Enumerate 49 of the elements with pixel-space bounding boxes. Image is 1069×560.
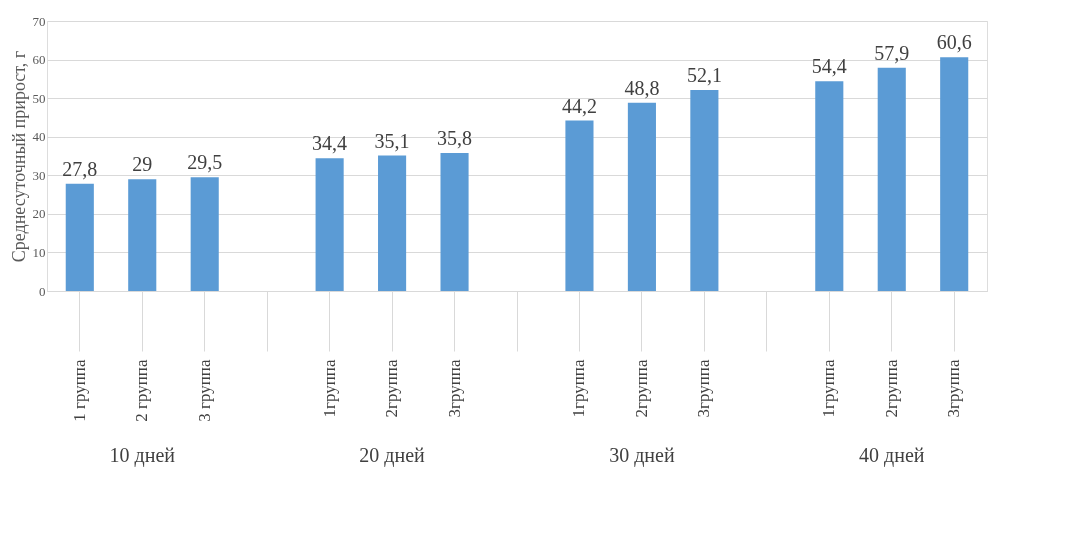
x-tick-label: 1группа — [569, 359, 589, 418]
text: 10 дней — [109, 444, 176, 467]
x-tick-label: 2группа — [631, 359, 651, 418]
x-tick-label: 3группа — [444, 359, 464, 418]
data-label: 29 — [132, 153, 153, 176]
y-tick-label: 50 — [32, 90, 46, 106]
bar — [565, 120, 594, 291]
data-label: 35,8 — [437, 126, 473, 149]
x-tick-label: 1 группа — [69, 359, 89, 422]
y-tick-label: 10 — [32, 244, 46, 260]
x-tick-label: 3группа — [944, 359, 964, 418]
data-label: 35,1 — [374, 129, 410, 152]
data-label: 54,4 — [811, 55, 847, 78]
data-label: 60,6 — [936, 31, 972, 54]
x-tick-label: 1группа — [319, 359, 339, 418]
bar — [378, 155, 407, 291]
bar — [815, 81, 844, 291]
bar — [315, 158, 344, 291]
data-label: 48,8 — [624, 76, 660, 99]
y-tick-label: 30 — [32, 167, 46, 183]
y-axis-title: Среднесуточный прирост, г — [8, 50, 29, 263]
data-label: 34,4 — [312, 132, 348, 155]
text: 40 дней — [859, 444, 925, 467]
y-tick-label: 40 — [32, 129, 46, 145]
bar — [190, 177, 219, 291]
x-tick-label: 3группа — [694, 359, 714, 418]
bar — [940, 57, 969, 291]
data-label: 29,5 — [187, 151, 223, 174]
data-label: 44,2 — [561, 94, 597, 117]
x-tick-label: 2группа — [881, 359, 901, 418]
y-tick-label: 60 — [32, 52, 46, 68]
x-tick-label: 3 группа — [194, 359, 214, 422]
bar — [690, 90, 719, 291]
text: 20 дней — [359, 444, 426, 467]
bar — [627, 102, 656, 291]
bar — [877, 67, 906, 291]
y-tick-label: 20 — [32, 206, 46, 222]
y-tick-label: 0 — [39, 283, 46, 299]
x-tick-label: 1группа — [819, 359, 839, 418]
x-tick-label: 2группа — [382, 359, 402, 418]
x-tick-label: 2 группа — [132, 359, 152, 422]
bar — [128, 179, 157, 291]
data-label: 27,8 — [62, 157, 98, 180]
data-label: 52,1 — [686, 64, 722, 87]
bar — [65, 183, 94, 291]
data-label: 57,9 — [874, 41, 910, 64]
bar — [440, 152, 469, 291]
y-tick-label: 70 — [32, 13, 46, 29]
text: 30 дней — [609, 444, 675, 467]
